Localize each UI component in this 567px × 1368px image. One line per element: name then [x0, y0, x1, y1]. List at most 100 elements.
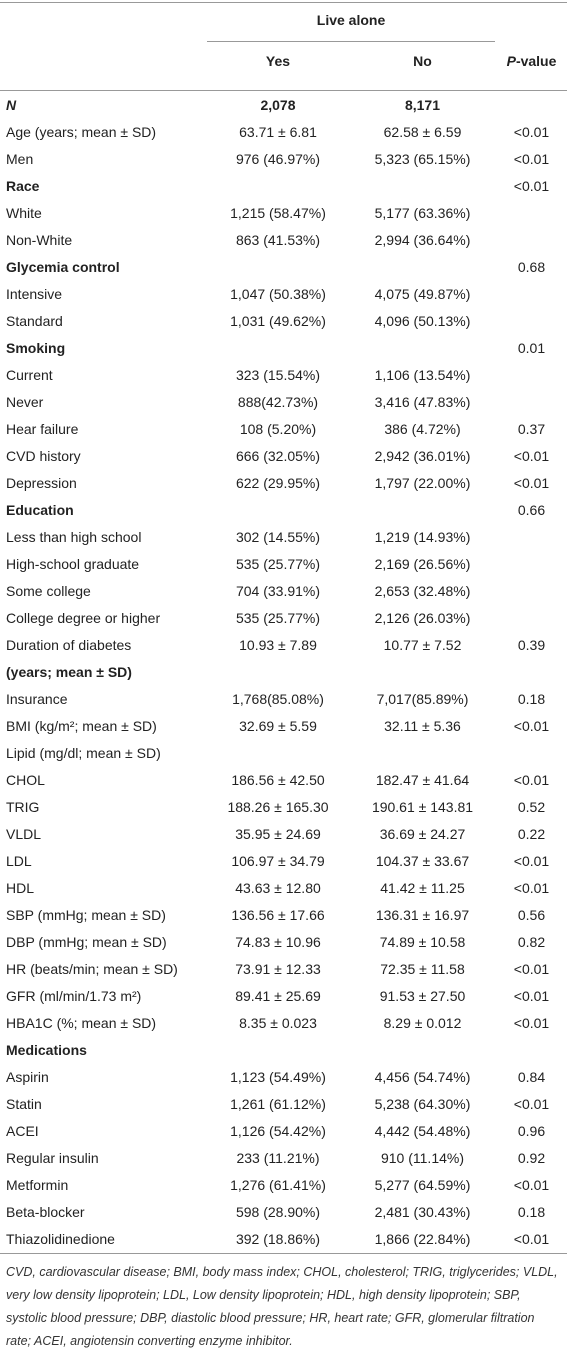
cell: 5,277 (64.59%)	[374, 1177, 471, 1193]
row-label: Regular insulin	[6, 1150, 99, 1166]
cell: <0.01	[513, 988, 550, 1004]
cell: <0.01	[513, 1015, 550, 1031]
cell: <0.01	[513, 448, 550, 464]
row-label: ACEI	[6, 1123, 39, 1139]
table-row: CHOL 186.56 ± 42.50 182.47 ± 41.64 <0.01	[0, 767, 567, 794]
row-label: Some college	[6, 583, 91, 599]
cell: 4,075 (49.87%)	[374, 286, 471, 302]
row-label: Men	[6, 151, 34, 167]
row-label: Duration of diabetes	[6, 637, 132, 653]
cell: 1,215 (58.47%)	[230, 205, 326, 221]
cell: 43.63 ± 12.80	[235, 880, 321, 896]
cell: 0.18	[517, 691, 546, 707]
row-label: CVD history	[6, 448, 81, 464]
table-row: ACEI 1,126 (54.42%) 4,442 (54.48%) 0.96	[0, 1118, 567, 1145]
row-label: High-school graduate	[6, 556, 140, 572]
table-row: White 1,215 (58.47%) 5,177 (63.36%)	[0, 200, 567, 227]
table-row: Statin 1,261 (61.12%) 5,238 (64.30%) <0.01	[0, 1091, 567, 1118]
row-label: Metformin	[6, 1177, 69, 1193]
table-row: SBP (mmHg; mean ± SD) 136.56 ± 17.66 136.3…	[0, 902, 567, 929]
cell: <0.01	[513, 124, 550, 140]
row-label: Medications	[6, 1042, 87, 1058]
cell: 32.11 ± 5.36	[384, 718, 461, 734]
cell: 188.26 ± 165.30	[227, 799, 329, 815]
cell: 863 (41.53%)	[235, 232, 321, 248]
row-label: Statin	[6, 1096, 42, 1112]
group-header: Live alone	[316, 12, 386, 28]
cell: 0.18	[517, 1204, 546, 1220]
cell: 62.58 ± 6.59	[383, 124, 462, 140]
cell: <0.01	[513, 151, 550, 167]
cell: 10.93 ± 7.89	[239, 637, 317, 653]
row-label: Intensive	[6, 286, 63, 302]
cell: 73.91 ± 12.33	[235, 961, 321, 977]
cell: 8.35 ± 0.023	[239, 1015, 317, 1031]
col-header: P-value	[496, 53, 567, 69]
row-label: Aspirin	[6, 1069, 49, 1085]
table-row: TRIG 188.26 ± 165.30 190.61 ± 143.81 0.52	[0, 794, 567, 821]
row-label: Thiazolidinedione	[6, 1231, 115, 1247]
cell: 41.42 ± 11.25	[380, 880, 465, 896]
cell: 0.84	[517, 1069, 546, 1085]
cell: 0.82	[517, 934, 546, 950]
table-row: HDL 43.63 ± 12.80 41.42 ± 11.25 <0.01	[0, 875, 567, 902]
table-row: Some college 704 (33.91%) 2,653 (32.48%)	[0, 578, 567, 605]
cell: 0.01	[517, 340, 546, 356]
table-row: Less than high school 302 (14.55%) 1,219 (…	[0, 524, 567, 551]
cell: 108 (5.20%)	[239, 421, 317, 437]
cell: 323 (15.54%)	[235, 367, 321, 383]
cell: 186.56 ± 42.50	[231, 772, 325, 788]
cell: 1,106 (13.54%)	[374, 367, 471, 383]
cell: 63.71 ± 6.81	[239, 124, 317, 140]
cell: 91.53 ± 27.50	[379, 988, 466, 1004]
cell: 704 (33.91%)	[235, 583, 321, 599]
col-header: No	[413, 53, 432, 69]
row-label: Insurance	[6, 691, 68, 707]
rule	[0, 2, 567, 3]
cell: 1,047 (50.38%)	[230, 286, 326, 302]
table-row: Regular insulin 233 (11.21%) 910 (11.14%) 0…	[0, 1145, 567, 1172]
cell: <0.01	[513, 772, 550, 788]
table-row: HR (beats/min; mean ± SD) 73.91 ± 12.33 72…	[0, 956, 567, 983]
table-row: LDL 106.97 ± 34.79 104.37 ± 33.67 <0.01	[0, 848, 567, 875]
cell: 1,768(85.08%)	[232, 691, 324, 707]
table-row: N 2,078 8,171	[0, 92, 567, 119]
table-row: Smoking 0.01	[0, 335, 567, 362]
table-row: CVD history 666 (32.05%) 2,942 (36.01%) <0.…	[0, 443, 567, 470]
row-label: White	[6, 205, 42, 221]
cell: <0.01	[513, 718, 550, 734]
cell: 5,177 (63.36%)	[374, 205, 471, 221]
cell: 535 (25.77%)	[235, 556, 321, 572]
table-row: Metformin 1,276 (61.41%) 5,277 (64.59%) <0.…	[0, 1172, 567, 1199]
table-row: Age (years; mean ± SD) 63.71 ± 6.81 62.58 …	[0, 119, 567, 146]
cell: 1,031 (49.62%)	[230, 313, 326, 329]
cell: 2,078	[260, 97, 296, 113]
row-label: GFR (ml/min/1.73 m²)	[6, 988, 142, 1004]
cell: 4,442 (54.48%)	[374, 1123, 471, 1139]
table-row: Depression 622 (29.95%) 1,797 (22.00%) <0.0…	[0, 470, 567, 497]
cell: 0.22	[517, 826, 546, 842]
table-row: VLDL 35.95 ± 24.69 36.69 ± 24.27 0.22	[0, 821, 567, 848]
row-label: Standard	[6, 313, 63, 329]
cell: 0.92	[517, 1150, 546, 1166]
cell: 74.89 ± 10.58	[379, 934, 466, 950]
cell: 0.52	[517, 799, 546, 815]
cell: 89.41 ± 25.69	[235, 988, 321, 1004]
table-row: Standard 1,031 (49.62%) 4,096 (50.13%)	[0, 308, 567, 335]
cell: 136.31 ± 16.97	[375, 907, 470, 923]
cell: 5,238 (64.30%)	[374, 1096, 471, 1112]
row-label: Depression	[6, 475, 77, 491]
table-row: Lipid (mg/dl; mean ± SD)	[0, 740, 567, 767]
cell: 1,261 (61.12%)	[230, 1096, 326, 1112]
row-label: LDL	[6, 853, 32, 869]
cell: 190.61 ± 143.81	[371, 799, 474, 815]
cell: 36.69 ± 24.27	[379, 826, 466, 842]
row-label: TRIG	[6, 799, 40, 815]
row-label: Lipid (mg/dl; mean ± SD)	[6, 745, 161, 761]
row-label: CHOL	[6, 772, 45, 788]
row-label: Current	[6, 367, 53, 383]
col-header-part: -value	[515, 53, 557, 69]
cell: 3,416 (47.83%)	[374, 394, 471, 410]
row-label: Education	[6, 502, 74, 518]
